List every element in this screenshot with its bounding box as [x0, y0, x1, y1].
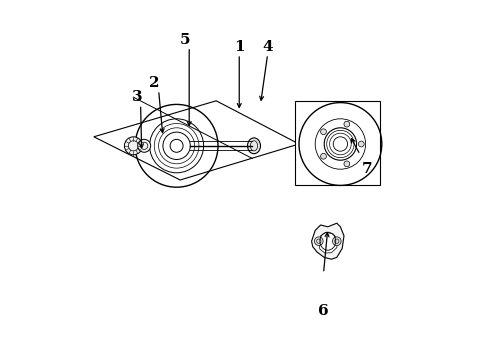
Text: 5: 5	[179, 33, 190, 46]
Circle shape	[320, 153, 326, 159]
Circle shape	[344, 121, 350, 127]
Text: 2: 2	[149, 76, 160, 90]
Polygon shape	[295, 101, 380, 185]
Circle shape	[315, 237, 323, 246]
Circle shape	[320, 129, 326, 135]
Ellipse shape	[247, 138, 261, 154]
Text: 4: 4	[262, 40, 273, 54]
Circle shape	[358, 141, 364, 147]
Circle shape	[138, 139, 151, 152]
Polygon shape	[312, 223, 344, 259]
Text: 3: 3	[132, 90, 142, 104]
Text: 7: 7	[362, 162, 373, 176]
Text: 6: 6	[318, 305, 329, 318]
Text: 1: 1	[234, 40, 245, 54]
Circle shape	[344, 161, 350, 167]
Circle shape	[124, 137, 143, 155]
Circle shape	[333, 237, 341, 246]
Polygon shape	[94, 101, 299, 180]
Polygon shape	[319, 232, 338, 253]
